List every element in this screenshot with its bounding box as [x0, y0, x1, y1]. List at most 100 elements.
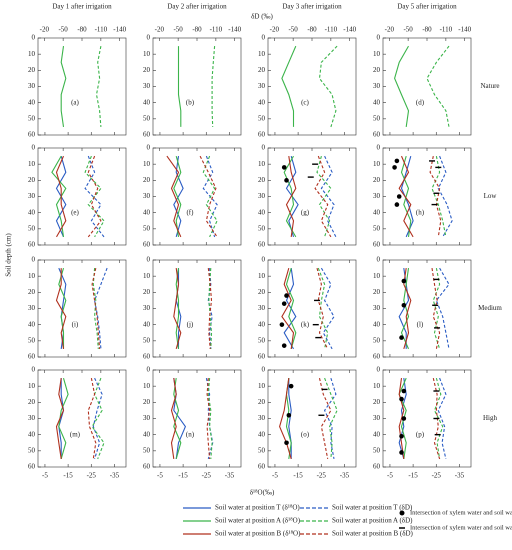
y-tick-label: 10 [143, 50, 151, 58]
intersection-dot [401, 302, 407, 308]
profile-line [55, 155, 67, 238]
legend-label: Soil water at position A (δD) [332, 517, 413, 525]
y-tick-label: 60 [258, 463, 266, 471]
profile-line [426, 45, 450, 128]
profile-line [400, 155, 412, 237]
x2-tick-label: -50 [403, 26, 413, 34]
y-tick-label: 30 [373, 304, 381, 312]
column-title: Day 1 after irrigation [52, 3, 112, 11]
y-tick-label: 60 [258, 131, 266, 139]
x-top-label: δD (‰) [251, 13, 273, 21]
panel-frame [152, 259, 242, 358]
y-tick-label: 50 [28, 224, 36, 232]
x2-tick-label: -140 [113, 26, 126, 34]
y-tick-label: 40 [258, 320, 266, 328]
y-tick-label: 10 [28, 50, 36, 58]
y-tick-label: 40 [143, 98, 151, 106]
x-tick-label: -5 [272, 472, 278, 480]
y-tick-label: 30 [143, 82, 151, 90]
y-tick-label: 30 [28, 82, 36, 90]
y-tick-label: 20 [28, 66, 36, 74]
y-tick-label: 60 [143, 131, 151, 139]
x-tick-label: -5 [42, 472, 48, 480]
y-tick-label: 20 [143, 176, 151, 184]
intersection-dot [396, 194, 402, 199]
x2-tick-label: -140 [343, 26, 356, 34]
y-tick-label: 30 [143, 192, 151, 200]
profile-line [285, 156, 297, 237]
y-tick-label: 0 [32, 144, 36, 152]
profile-line [400, 268, 410, 350]
y-tick-label: 50 [258, 114, 266, 122]
panel-frame [152, 147, 242, 246]
panel-frame [382, 369, 472, 468]
row-label: Nature [480, 82, 499, 90]
profile-line [208, 268, 213, 349]
y-tick-label: 60 [28, 131, 36, 139]
x2-tick-label: -110 [210, 26, 223, 34]
panel-label: (k) [301, 320, 310, 328]
x-tick-label: -15 [178, 472, 188, 480]
y-tick-label: 10 [373, 50, 381, 58]
intersection-dot [288, 383, 294, 389]
profile-line [95, 45, 102, 127]
profile-line [316, 155, 332, 238]
intersection-dot [399, 396, 404, 402]
intersection-dot [394, 202, 400, 207]
profile-line [207, 378, 213, 459]
y-tick-label: 50 [373, 114, 381, 122]
panel-label: (b) [186, 98, 195, 106]
x-tick-label: -35 [225, 472, 235, 480]
x-tick-label: -15 [293, 472, 303, 480]
legend-label: Soil water at position A (δ¹⁸O) [215, 517, 301, 525]
profile-line [91, 267, 101, 349]
profile-line [281, 267, 295, 349]
y-tick-label: 0 [32, 34, 36, 42]
intersection-dot [284, 293, 289, 298]
y-tick-label: 60 [258, 241, 266, 249]
panel-frame [37, 147, 127, 246]
y-tick-label: 40 [258, 208, 266, 216]
profile-line [84, 155, 105, 238]
y-tick-label: 30 [28, 304, 36, 312]
y-tick-label: 60 [143, 241, 151, 249]
y-tick-label: 50 [258, 336, 266, 344]
legend-label: Soil water at position T (δ¹⁸O) [215, 504, 300, 512]
profile-line [206, 378, 211, 459]
y-tick-label: 30 [258, 82, 266, 90]
x-tick-label: -5 [157, 472, 163, 480]
profile-line [431, 268, 441, 350]
y-tick-label: 20 [258, 398, 266, 406]
y-tick-label: 0 [147, 366, 151, 374]
x2-tick-label: -80 [422, 26, 432, 34]
profile-line [94, 267, 108, 349]
x2-tick-label: -140 [458, 26, 471, 34]
x-tick-label: -35 [455, 472, 465, 480]
y-tick-label: 20 [258, 66, 266, 74]
intersection-dot [399, 433, 404, 439]
profile-line [432, 267, 441, 350]
intersection-dot [284, 440, 289, 446]
y-tick-label: 0 [32, 256, 36, 264]
profile-line [320, 267, 335, 350]
profile-line [431, 155, 447, 238]
y-tick-label: 20 [143, 66, 151, 74]
row-label: High [483, 414, 498, 422]
legend-dot [399, 510, 405, 516]
profile-line [435, 267, 450, 350]
profile-line [170, 378, 177, 459]
y-tick-label: 60 [143, 353, 151, 361]
profile-line [281, 45, 297, 127]
profile-line [87, 155, 102, 238]
y-tick-label: 30 [258, 192, 266, 200]
y-tick-label: 10 [28, 382, 36, 390]
profile-line [55, 268, 67, 349]
intersection-dot [281, 301, 287, 306]
y-tick-label: 10 [373, 272, 381, 280]
y-tick-label: 40 [28, 320, 36, 328]
x-tick-label: -35 [110, 472, 120, 480]
x-tick-label: -25 [202, 472, 212, 480]
y-tick-label: 20 [28, 176, 36, 184]
profile-line [324, 377, 338, 459]
y-tick-label: 10 [373, 382, 381, 390]
